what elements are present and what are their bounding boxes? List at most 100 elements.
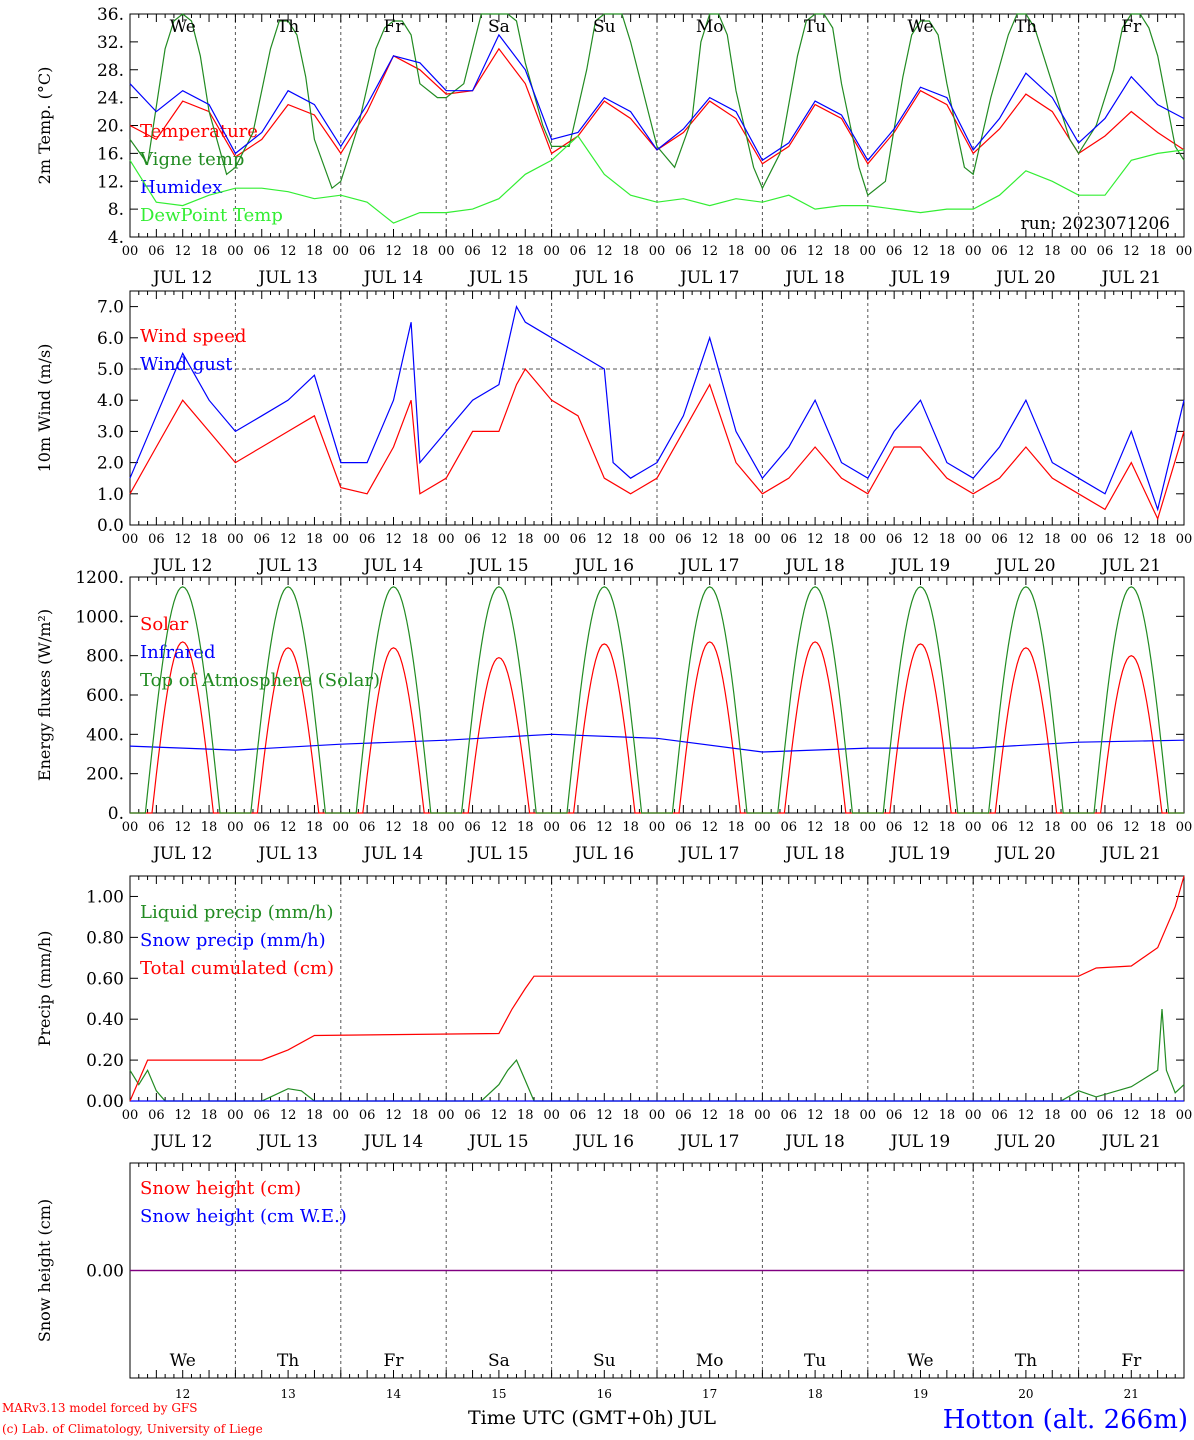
date-label: JUL 15 (467, 1132, 528, 1152)
y-tick-label: 200. (86, 765, 124, 785)
hour-tick-label: 00 (754, 820, 771, 835)
y-tick-label: 16. (97, 144, 124, 164)
hour-tick-label: 00 (333, 532, 350, 547)
hour-tick-label: 12 (807, 1108, 824, 1123)
panel-3: 00 06 12 18 00 06 12 18 00 06 12 18 00 06 12 18 00 06 12 18… (35, 568, 1192, 864)
hour-tick-label: 18 (622, 532, 639, 547)
hour-tick-label: 18 (1149, 1108, 1166, 1123)
hour-tick-label: 18 (1044, 532, 1061, 547)
hour-tick-label: 00 (122, 820, 139, 835)
hour-tick-label: 12 (385, 820, 402, 835)
weekday-label: Th (277, 1351, 299, 1371)
hour-tick-label: 00 (543, 244, 560, 259)
hour-tick-label: 18 (833, 1108, 850, 1123)
hour-tick-label: 12 (701, 532, 718, 547)
hour-tick-label: 00 (754, 1108, 771, 1123)
y-tick-label: 6.0 (97, 329, 124, 349)
date-label: JUL 20 (994, 844, 1055, 864)
date-label: JUL 19 (889, 844, 950, 864)
y-axis-label: Precip (mm/h) (35, 931, 54, 1047)
hour-tick-label: 12 (280, 532, 297, 547)
date-label: JUL 17 (678, 844, 739, 864)
day-number-label: 15 (491, 1387, 506, 1401)
hour-tick-label: 00 (333, 244, 350, 259)
hour-tick-label: 06 (1097, 1108, 1114, 1123)
hour-tick-label: 18 (833, 244, 850, 259)
legend-entry: DewPoint Temp (140, 205, 283, 226)
legend-entry: Humidex (140, 177, 222, 198)
hour-tick-label: 06 (570, 244, 587, 259)
weekday-label: Sa (488, 1351, 510, 1371)
hour-tick-label: 06 (886, 244, 903, 259)
hour-tick-label: 18 (1044, 820, 1061, 835)
hour-tick-label: 18 (306, 820, 323, 835)
hour-tick-label: 12 (807, 820, 824, 835)
weekday-label: We (907, 1351, 933, 1371)
hour-tick-label: 18 (939, 532, 956, 547)
hour-tick-label: 00 (965, 244, 982, 259)
hour-tick-label: 00 (1070, 1108, 1087, 1123)
y-tick-label: 4. (108, 228, 124, 248)
date-label: JUL 19 (889, 268, 950, 288)
hour-tick-label: 12 (912, 244, 929, 259)
y-tick-label: 20. (97, 117, 124, 137)
y-tick-label: 0.00 (86, 1262, 124, 1282)
hour-tick-label: 18 (201, 820, 218, 835)
y-axis-label: 2m Temp. (°C) (35, 67, 54, 185)
hour-tick-label: 00 (227, 820, 244, 835)
weekday-label: Th (277, 17, 299, 37)
hour-tick-label: 00 (543, 1108, 560, 1123)
hour-tick-label: 06 (675, 1108, 692, 1123)
hour-tick-label: 12 (807, 532, 824, 547)
date-label: JUL 14 (362, 556, 423, 576)
legend-entry: Total cumulated (cm) (140, 958, 334, 979)
date-label: JUL 20 (994, 1132, 1055, 1152)
credit-line-2: (c) Lab. of Climatology, University of L… (2, 1422, 263, 1436)
hour-tick-label: 06 (359, 820, 376, 835)
day-number-label: 19 (913, 1387, 928, 1401)
hour-tick-label: 06 (253, 244, 270, 259)
hour-tick-label: 12 (596, 820, 613, 835)
hour-tick-label: 00 (543, 820, 560, 835)
hour-tick-label: 06 (886, 532, 903, 547)
weekday-label: Th (1015, 1351, 1037, 1371)
y-tick-label: 12. (97, 172, 124, 192)
weekday-label: Fr (1121, 17, 1142, 37)
hour-tick-label: 18 (412, 244, 429, 259)
hour-tick-label: 00 (754, 532, 771, 547)
hour-tick-label: 18 (939, 244, 956, 259)
hour-tick-label: 18 (728, 820, 745, 835)
hour-tick-label: 00 (649, 244, 666, 259)
hour-tick-label: 06 (1097, 820, 1114, 835)
hour-tick-label: 12 (701, 244, 718, 259)
y-tick-label: 1.00 (86, 887, 124, 907)
date-label: JUL 12 (151, 556, 212, 576)
hour-tick-label: 00 (965, 820, 982, 835)
series-line (129, 875, 1185, 1102)
hour-tick-label: 06 (780, 1108, 797, 1123)
hour-tick-label: 18 (833, 820, 850, 835)
legend-entry: Wind gust (140, 354, 233, 375)
hour-tick-label: 18 (622, 244, 639, 259)
y-tick-label: 36. (97, 5, 124, 25)
hour-tick-label: 12 (491, 820, 508, 835)
date-label: JUL 17 (678, 1132, 739, 1152)
hour-tick-label: 00 (1176, 532, 1193, 547)
hour-tick-label: 06 (359, 244, 376, 259)
hour-tick-label: 06 (991, 532, 1008, 547)
date-label: JUL 16 (573, 268, 634, 288)
hour-tick-label: 06 (148, 1108, 165, 1123)
hour-tick-label: 00 (227, 532, 244, 547)
day-number-label: 13 (280, 1387, 295, 1401)
weekday-label: Tu (804, 1351, 826, 1371)
hour-tick-label: 00 (438, 532, 455, 547)
hour-tick-label: 06 (464, 820, 481, 835)
series-line (129, 367, 1185, 521)
hour-tick-label: 18 (1044, 244, 1061, 259)
hour-tick-label: 06 (148, 532, 165, 547)
hour-tick-label: 06 (1097, 532, 1114, 547)
x-axis-title: Time UTC (GMT+0h) JUL (468, 1407, 716, 1429)
weekday-label: Fr (384, 1351, 405, 1371)
date-label: JUL 18 (783, 844, 844, 864)
weekday-label: Mo (696, 1351, 724, 1371)
